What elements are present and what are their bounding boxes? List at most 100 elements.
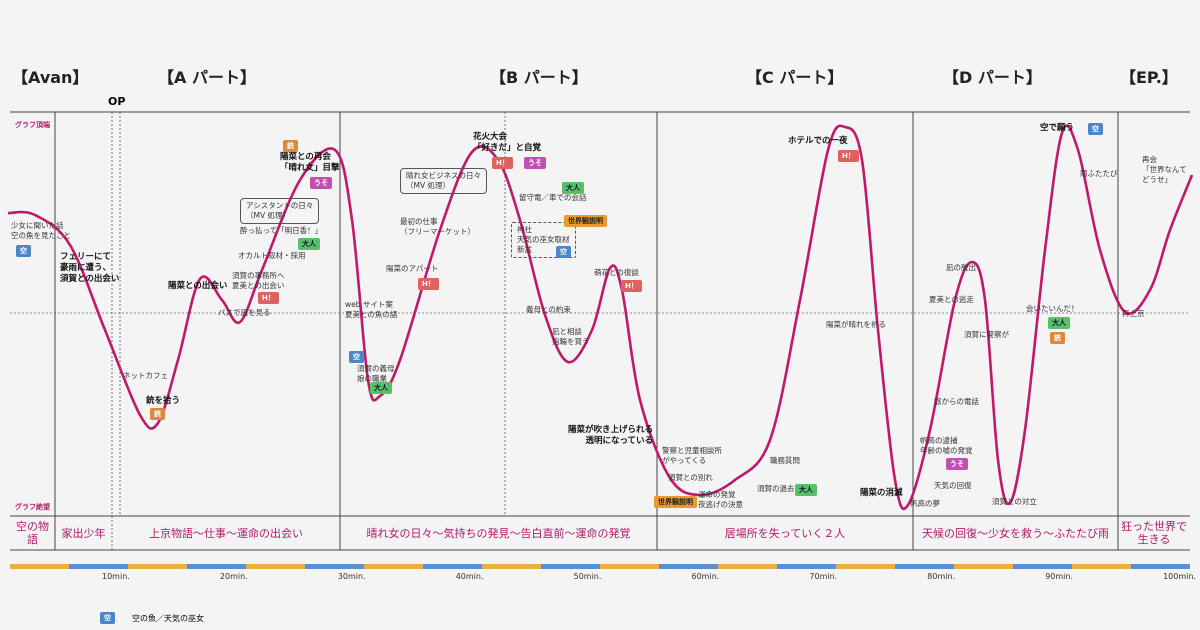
annotation: 最初の仕事 （フリーマーケット） [400, 217, 475, 237]
badge: 空 [16, 245, 31, 257]
annotation: 警察と児童相談所 がやってくる [662, 446, 722, 466]
annotation-line: 凪の脱出 [946, 263, 976, 272]
annotation: 須賀の事務所へ 夏美との出会い [232, 271, 285, 291]
annotation: 花火大会 「好きだ」と自覚 [473, 132, 541, 154]
annotation-line: 酔っ払って「明日香！」 [240, 226, 323, 235]
badge: 空 [349, 351, 364, 363]
timeline-segment [659, 564, 718, 569]
badge: 銃 [1050, 332, 1065, 344]
badge: 大人 [562, 182, 584, 194]
annotation: 空で願う [1040, 123, 1074, 134]
annotation: 陽菜のアパート [386, 264, 438, 274]
annotation: 須賀との別れ [668, 473, 713, 483]
timeline-segment [305, 564, 364, 569]
annotation: 再上京 [1122, 309, 1145, 319]
annotation-line: （フリーマーケット） [400, 227, 475, 236]
annotation-line: 須賀との対立 [992, 497, 1037, 506]
timeline-segment [482, 564, 541, 569]
time-label: 70min. [809, 572, 838, 581]
annotation: 旅からの電話 [934, 397, 979, 407]
timeline-segment [777, 564, 836, 569]
legend-text: 空の魚／天気の巫女 [132, 614, 204, 623]
annotation: オカルト取材・採用 [238, 251, 306, 261]
annotation-line: 花火大会 [473, 132, 508, 142]
annotation-line: 再上京 [1122, 309, 1145, 318]
annotation-line: どうせ」 [1142, 175, 1172, 184]
annotation-line: 空で願う [1040, 123, 1075, 133]
phase-label: 天候の回復～少女を救う～ふたたび雨 [922, 526, 1109, 540]
annotation-line: 最初の仕事 [400, 217, 438, 226]
annotation-line: 須賀の事務所へ [232, 271, 285, 280]
annotation-line: 萌花との復談 [594, 268, 639, 277]
annotation-line: 須賀との別れ [668, 473, 713, 482]
annotation-line: 「好きだ」と自覚 [473, 143, 542, 153]
timeline-segment [128, 564, 187, 569]
section-header: 【C パート】 [746, 68, 844, 87]
annotation-line: ネットカフェ [123, 371, 168, 380]
annotation-line: バスで凪を見る [218, 308, 271, 317]
annotation-line: 旅からの電話 [934, 397, 979, 406]
badge: うそ [946, 458, 968, 470]
time-label: 40min. [455, 572, 484, 581]
annotation: 留守電／車での会話 [519, 193, 587, 203]
annotation-line: 夏美との魚の語 [345, 310, 398, 319]
annotation-line: ホテルでの一夜 [788, 136, 848, 146]
annotation-line: がやってくる [662, 456, 707, 465]
annotation-line: 陽菜との出会い [168, 281, 228, 291]
badge: H！ [838, 150, 859, 162]
section-header: 【B パート】 [490, 68, 588, 87]
badge: うそ [310, 177, 332, 189]
annotation: 再会 「世界なんて どうせ」 [1142, 155, 1187, 185]
section-header: 【Avan】 [12, 68, 89, 87]
time-label: 30min. [337, 572, 366, 581]
annotation-line: 神社 [517, 225, 532, 234]
section-header: 【A パート】 [158, 68, 256, 87]
annotation-line: 指輪を買う [552, 337, 590, 346]
annotation-line: 陽菜が吹き上げられる [568, 425, 654, 435]
annotation: 酔っ払って「明日香！」 [240, 226, 322, 236]
badge: H！ [258, 292, 279, 304]
annotation: 晴れ女ビジネスの日々 （MV 処理） [400, 168, 487, 194]
timeline [10, 564, 1190, 569]
annotation-line: 須賀の義母 [357, 364, 395, 373]
annotation: フェリーにて 豪雨に遭う、 須賀との出会い [60, 252, 119, 285]
annotation-line: 陽菜との再会 [280, 152, 331, 162]
annotation: 帆高の夢 [910, 499, 940, 509]
annotation-line: （MV 処理） [406, 181, 450, 190]
badge: 大人 [795, 484, 817, 496]
phase-label: 居場所を失っていく２人 [724, 526, 846, 540]
timeline-segment [1131, 564, 1190, 569]
time-label: 80min. [927, 572, 956, 581]
badge: 世界観説明 [654, 496, 697, 508]
annotation: ホテルでの一夜 [788, 136, 848, 147]
annotation-line: 豪雨に遭う、 [60, 263, 112, 273]
phase-label: 晴れ女の日々～気持ちの発見～告白直前～運命の発覚 [366, 526, 631, 540]
timeline-segment [364, 564, 423, 569]
annotation-line: 帆高の夢 [910, 499, 940, 508]
annotation-line: 留守電／車での会話 [519, 193, 587, 202]
annotation: 少女に聞いた話 空の魚を見たこと [11, 221, 71, 241]
annotation: 陽菜との出会い [168, 281, 227, 292]
timeline-segment [246, 564, 305, 569]
annotation-line: 陽菜の消滅 [860, 488, 903, 498]
annotation-line: 空の魚を見たこと [11, 231, 71, 240]
timeline-segment [718, 564, 777, 569]
annotation-line: 天気の巫女取材 [517, 235, 570, 244]
timeline-segment [954, 564, 1013, 569]
annotation-line: 年齢の嘘の発覚 [920, 446, 973, 455]
annotation-line: 新盆 [517, 245, 532, 254]
annotation: 凪と相談 指輪を買う [552, 327, 590, 347]
badge: うそ [524, 157, 546, 169]
timeline-segment [541, 564, 600, 569]
badge: 大人 [298, 238, 320, 250]
axis-top: グラフ頂端 [15, 121, 50, 129]
annotation: 須賀の過去 [757, 484, 795, 494]
time-label: 20min. [219, 572, 248, 581]
annotation-line: web サイト案 [345, 300, 393, 309]
timeline-segment [600, 564, 659, 569]
annotation: web サイト案 夏美との魚の語 [345, 300, 397, 320]
annotation: 陽菜との再会 「晴れ女」目撃 [280, 152, 340, 174]
timeline-segment [1013, 564, 1072, 569]
